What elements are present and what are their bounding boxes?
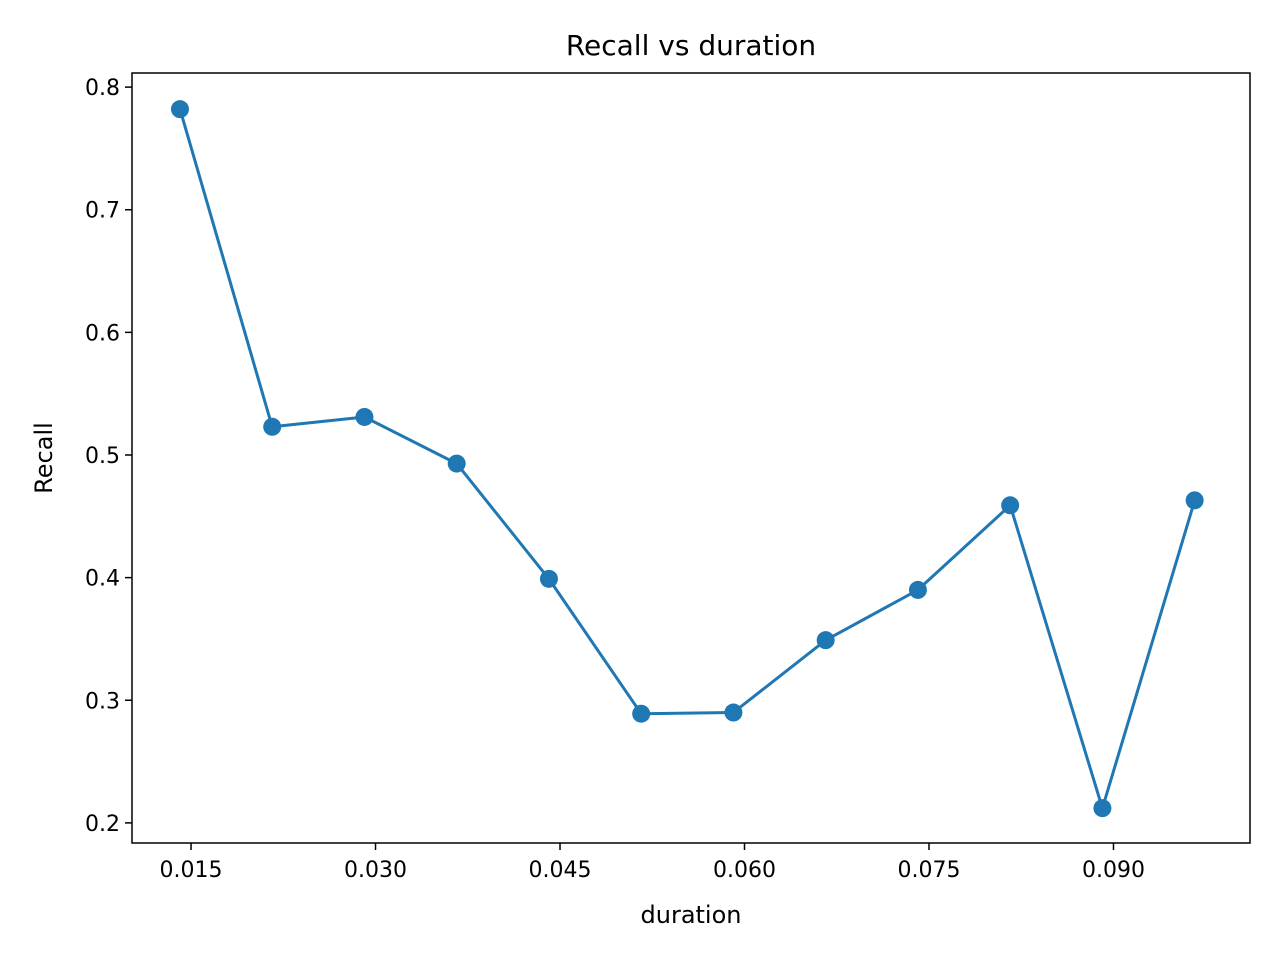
data-point xyxy=(263,417,282,436)
y-axis-label: Recall xyxy=(30,422,58,494)
series-layer xyxy=(170,100,1204,818)
y-tick-label: 0.3 xyxy=(85,689,120,714)
y-tick-label: 0.5 xyxy=(85,444,120,469)
data-point xyxy=(355,407,374,426)
x-axis-ticks: 0.015 0.030 0.045 0.060 0.075 0.090 xyxy=(160,843,1145,883)
y-tick-label: 0.2 xyxy=(85,812,120,837)
x-tick-label: 0.075 xyxy=(897,858,960,883)
x-tick-label: 0.030 xyxy=(344,858,407,883)
x-tick-label: 0.015 xyxy=(160,858,223,883)
data-point xyxy=(1093,799,1112,818)
data-point xyxy=(724,703,743,722)
x-tick-label: 0.045 xyxy=(529,858,592,883)
data-point xyxy=(539,569,558,588)
x-tick-label: 0.060 xyxy=(713,858,776,883)
data-point xyxy=(170,100,189,119)
data-point xyxy=(908,580,927,599)
y-tick-label: 0.4 xyxy=(85,567,120,592)
y-tick-label: 0.8 xyxy=(85,76,120,101)
data-point xyxy=(1185,491,1204,510)
plot-area-frame xyxy=(131,72,1251,844)
y-axis-ticks: 0.2 0.3 0.4 0.5 0.6 0.7 0.8 xyxy=(85,76,132,837)
data-point xyxy=(1001,496,1020,515)
x-tick-label: 0.090 xyxy=(1082,858,1145,883)
data-point xyxy=(632,704,651,723)
x-axis-label: duration xyxy=(641,901,742,929)
data-point xyxy=(447,454,466,473)
y-tick-label: 0.7 xyxy=(85,199,120,224)
series-line xyxy=(178,108,1197,810)
data-point xyxy=(816,631,835,650)
chart-title: Recall vs duration xyxy=(566,29,816,62)
y-tick-label: 0.6 xyxy=(85,321,120,346)
